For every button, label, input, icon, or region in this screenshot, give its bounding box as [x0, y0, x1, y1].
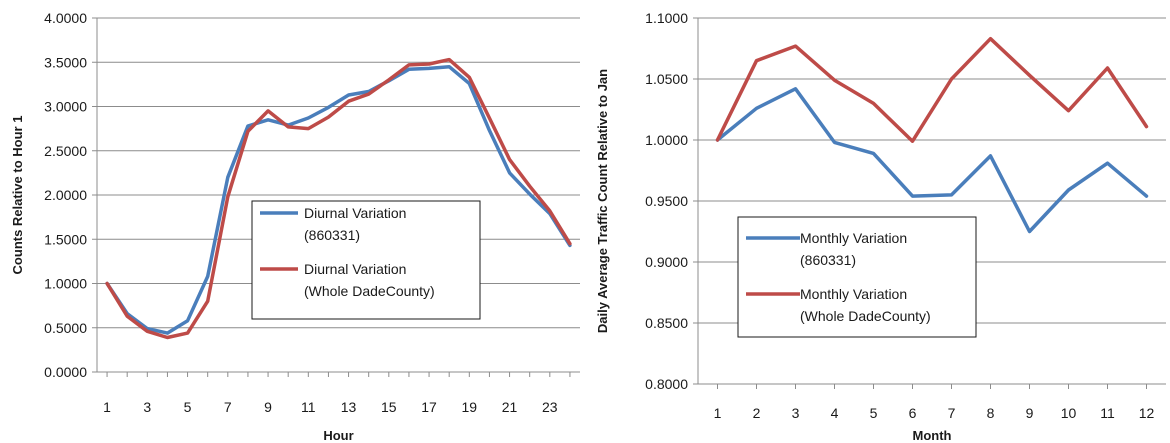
monthly-x-tick-label: 3	[792, 405, 800, 421]
monthly-y-tick-label: 0.9000	[645, 254, 688, 270]
diurnal-x-axis-title: Hour	[323, 428, 353, 443]
diurnal-series-line-1	[105, 64, 572, 335]
diurnal-legend-label-1: (860331)	[304, 227, 360, 243]
diurnal-x-tick-label: 13	[341, 399, 357, 415]
diurnal-y-tick-label: 2.0000	[44, 187, 87, 203]
diurnal-y-tick-label: 3.0000	[44, 99, 87, 115]
diurnal-y-tick-label: 3.5000	[44, 54, 87, 70]
monthly-series-line-2	[715, 36, 1149, 143]
monthly-y-tick-label: 0.8000	[645, 376, 688, 392]
diurnal-y-tick-label: 0.0000	[44, 364, 87, 380]
monthly-x-tick-label: 11	[1100, 405, 1115, 421]
monthly-legend-label-2: (Whole DadeCounty)	[800, 308, 931, 324]
diurnal-series-line-2	[105, 57, 572, 340]
diurnal-x-tick-label: 7	[224, 399, 232, 415]
monthly-x-tick-label: 8	[987, 405, 995, 421]
diurnal-y-axis-title: Counts Relative to Hour 1	[10, 116, 25, 275]
diurnal-x-tick-label: 5	[184, 399, 192, 415]
monthly-y-axis-title: Daily Average Traffic Count Relative to …	[595, 69, 610, 333]
diurnal-x-tick-label: 23	[542, 399, 558, 415]
monthly-y-tick-label: 0.8500	[645, 315, 688, 331]
monthly-chart: 0.8000 0.8500 0.9000 0.9500 1.0000 1.0500 1.10…	[590, 0, 1170, 443]
monthly-legend-label-1: (860331)	[800, 252, 856, 268]
monthly-legend-label-2: Monthly Variation	[800, 286, 907, 302]
diurnal-y-tick-label: 4.0000	[44, 10, 87, 26]
monthly-y-tick-label: 0.9500	[645, 193, 688, 209]
diurnal-x-tick-label: 9	[264, 399, 272, 415]
monthly-x-tick-label: 4	[831, 405, 839, 421]
diurnal-y-tick-label: 2.5000	[44, 143, 87, 159]
monthly-x-tick-label: 12	[1139, 405, 1155, 421]
monthly-series-line-1	[715, 87, 1149, 234]
diurnal-chart-svg: 0.0000 0.5000 1.0000 1.5000 2.0000 2.5000 3.00…	[10, 10, 580, 443]
monthly-x-tick-label: 5	[870, 405, 878, 421]
diurnal-legend-box	[251, 200, 481, 320]
diurnal-y-tick-label: 0.5000	[44, 320, 87, 336]
monthly-x-axis-title: Month	[913, 428, 952, 443]
diurnal-chart: 0.0000 0.5000 1.0000 1.5000 2.0000 2.5000 3.00…	[10, 10, 580, 443]
monthly-y-tick-label: 1.0000	[645, 132, 688, 148]
monthly-legend-label-1: Monthly Variation	[800, 230, 907, 246]
diurnal-legend-label-2: (Whole DadeCounty)	[304, 283, 435, 299]
diurnal-x-tick-label: 19	[462, 399, 478, 415]
monthly-x-tick-label: 6	[909, 405, 917, 421]
diurnal-y-tick-label: 1.5000	[44, 231, 87, 247]
diurnal-y-tick-label: 1.0000	[44, 276, 87, 292]
monthly-x-tick-label: 10	[1061, 405, 1077, 421]
diurnal-legend-label-1: Diurnal Variation	[304, 205, 406, 221]
monthly-x-tick-label: 9	[1026, 405, 1034, 421]
monthly-x-tick-label: 1	[714, 405, 722, 421]
monthly-y-tick-label: 1.1000	[645, 10, 688, 26]
diurnal-x-tick-label: 3	[143, 399, 151, 415]
diurnal-x-tick-label: 21	[502, 399, 518, 415]
diurnal-x-tick-label: 11	[301, 399, 316, 415]
diurnal-legend-label-2: Diurnal Variation	[304, 261, 406, 277]
monthly-x-tick-label: 7	[948, 405, 956, 421]
monthly-x-tick-label: 2	[753, 405, 761, 421]
diurnal-x-tick-label: 1	[103, 399, 111, 415]
diurnal-x-tick-label: 15	[381, 399, 397, 415]
monthly-chart-svg: 0.8000 0.8500 0.9000 0.9500 1.0000 1.0500 1.10…	[595, 10, 1166, 443]
diurnal-x-tick-label: 17	[421, 399, 437, 415]
monthly-y-tick-label: 1.0500	[645, 71, 688, 87]
